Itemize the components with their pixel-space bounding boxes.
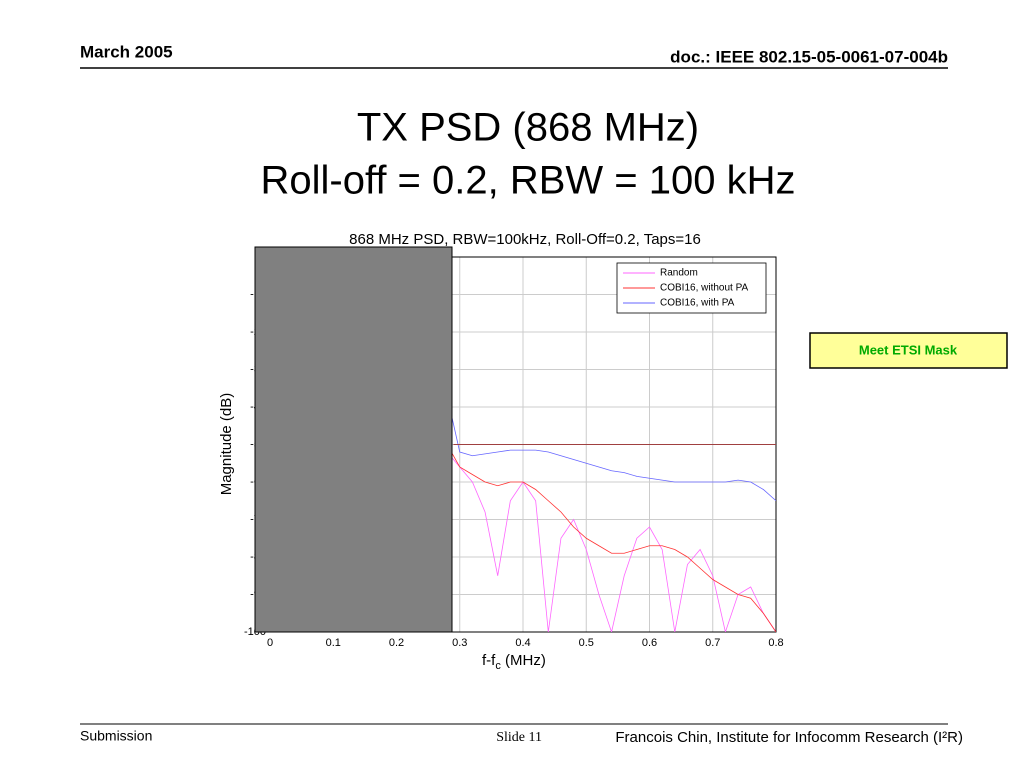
x-tick-label: 0.3	[452, 637, 467, 649]
x-tick-label: 0.2	[389, 637, 404, 649]
x-tick-label: 0	[267, 637, 273, 649]
chart: 0-10-20-30-40-50-60-70-80-90-10000.10.20…	[218, 231, 784, 672]
y-axis-label: Magnitude (dB)	[218, 393, 235, 496]
x-axis-label-part: (MHz)	[501, 652, 546, 669]
x-tick-label: 0.4	[515, 637, 530, 649]
header-doc: doc.: IEEE 802.15-05-0061-07-004b	[670, 47, 948, 66]
legend-label: COBI16, without PA	[660, 283, 749, 294]
x-tick-label: 0.6	[642, 637, 657, 649]
x-axis-label-sub: c	[495, 660, 501, 672]
x-tick-label: 0.1	[326, 637, 341, 649]
callout: Meet ETSI Mask	[859, 342, 958, 357]
x-axis-label-part: f-f	[482, 652, 496, 669]
x-tick-label: 0.5	[579, 637, 594, 649]
chart-title: 868 MHz PSD, RBW=100kHz, Roll-Off=0.2, T…	[349, 231, 701, 248]
x-tick-label: 0.8	[768, 637, 783, 649]
footer-left: Submission	[80, 728, 152, 744]
legend-label: COBI16, with PA	[660, 298, 735, 309]
x-axis-label: f-fc (MHz)	[482, 652, 546, 672]
shade	[254, 246, 453, 633]
callout-box	[809, 332, 1008, 369]
header-date: March 2005	[80, 42, 173, 61]
footer-slide: Slide 11	[496, 730, 542, 745]
slide-title: TX PSD (868 MHz)	[357, 106, 699, 150]
legend-label: Random	[660, 268, 698, 279]
x-tick-label: 0.7	[705, 637, 720, 649]
slide-title: Roll-off = 0.2, RBW = 100 kHz	[260, 159, 795, 203]
footer-author: Francois Chin, Institute for Infocomm Re…	[615, 729, 963, 746]
